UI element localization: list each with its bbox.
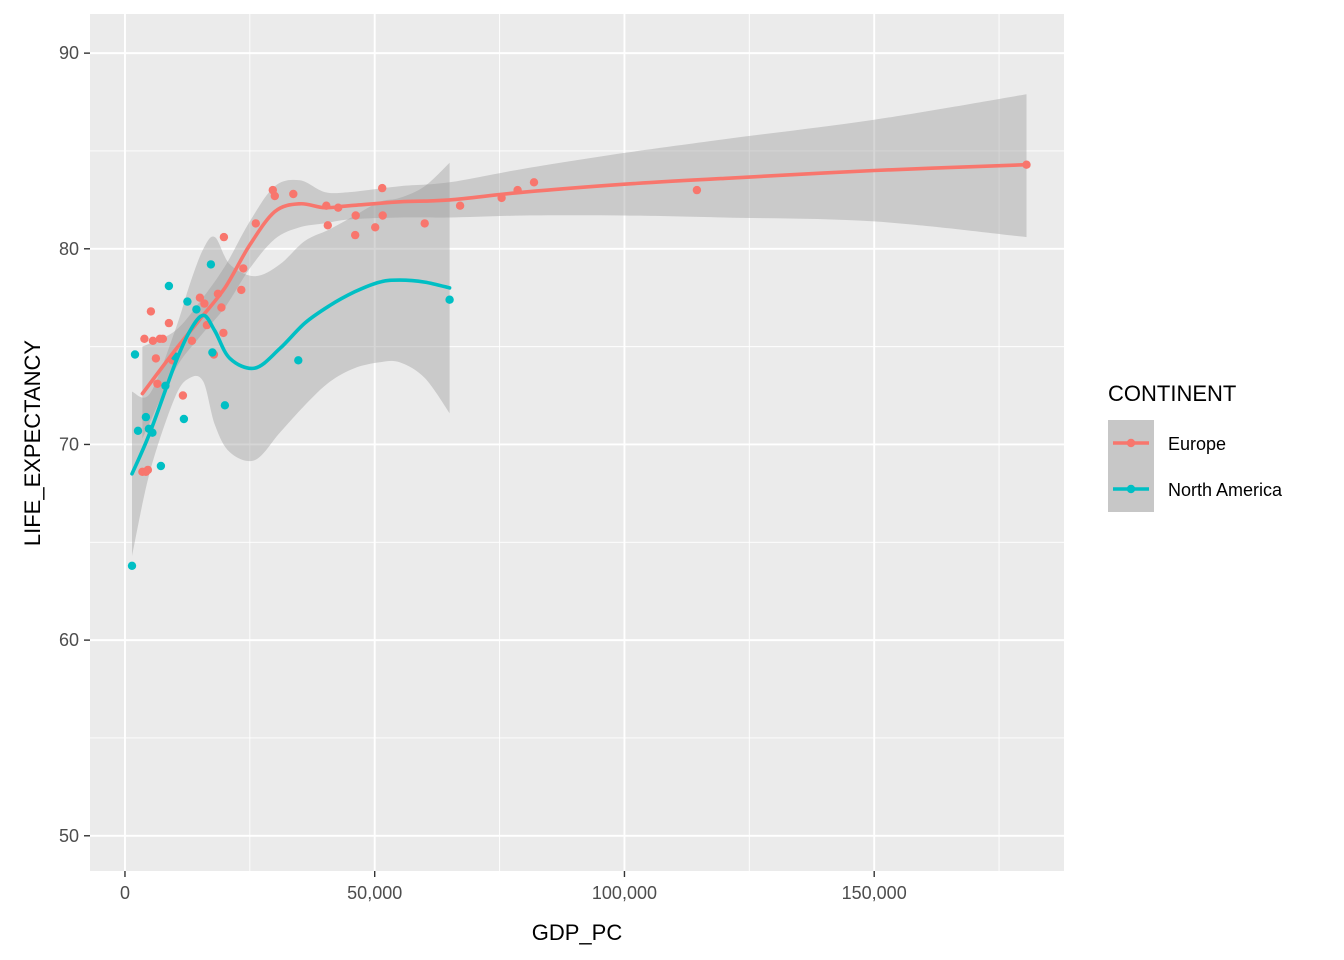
point-0-36 xyxy=(420,219,429,228)
point-1-15 xyxy=(220,401,230,410)
point-0-18 xyxy=(217,303,226,312)
point-0-4 xyxy=(146,307,156,316)
point-0-29 xyxy=(323,221,332,230)
legend-label-1: North America xyxy=(1168,480,1283,500)
point-0-19 xyxy=(219,328,228,338)
grid-major xyxy=(90,14,1064,871)
legend-key-point-1 xyxy=(1126,484,1136,494)
point-1-14 xyxy=(208,348,217,357)
point-1-8 xyxy=(164,281,174,291)
y-tick-label-4: 90 xyxy=(59,43,79,63)
point-0-33 xyxy=(371,223,380,232)
point-1-13 xyxy=(206,260,216,269)
point-0-10 xyxy=(153,379,162,388)
point-0-5 xyxy=(148,336,158,345)
point-0-35 xyxy=(378,211,387,220)
y-tick-label-0: 50 xyxy=(59,826,79,846)
point-1-3 xyxy=(141,412,151,422)
plot-panel xyxy=(90,14,1064,871)
point-0-15 xyxy=(200,299,209,308)
point-0-8 xyxy=(158,334,168,343)
y-axis-ticks: 50 60 70 80 90 xyxy=(59,43,90,846)
point-0-37 xyxy=(455,201,465,210)
point-1-2 xyxy=(133,426,143,435)
point-0-27 xyxy=(289,189,298,199)
data-points xyxy=(127,160,1031,570)
point-1-16 xyxy=(294,356,303,365)
x-axis-title: GDP_PC xyxy=(532,920,623,945)
point-0-24 xyxy=(251,219,260,228)
point-1-1 xyxy=(130,350,140,359)
point-0-2 xyxy=(143,465,153,475)
point-0-40 xyxy=(529,178,539,187)
y-axis-title: LIFE_EXPECTANCY xyxy=(20,340,45,547)
point-1-0 xyxy=(127,561,137,570)
x-tick-label-1: 50,000 xyxy=(347,883,402,903)
point-0-41 xyxy=(692,185,702,195)
point-0-34 xyxy=(378,183,387,193)
point-0-3 xyxy=(140,334,149,343)
legend: CONTINENT Europe North America xyxy=(1108,381,1283,512)
x-tick-label-2: 100,000 xyxy=(592,883,657,903)
point-1-17 xyxy=(445,295,454,304)
confidence-band-0 xyxy=(142,94,1027,439)
x-tick-label-0: 0 xyxy=(120,883,130,903)
point-0-13 xyxy=(187,336,197,345)
legend-label-0: Europe xyxy=(1168,434,1226,454)
point-1-11 xyxy=(183,297,192,306)
x-tick-label-3: 150,000 xyxy=(842,883,907,903)
point-0-12 xyxy=(178,391,188,400)
smooth-line-1 xyxy=(130,278,452,476)
point-0-31 xyxy=(351,211,360,220)
legend-title: CONTINENT xyxy=(1108,381,1236,406)
point-0-20 xyxy=(219,232,229,242)
point-1-12 xyxy=(192,305,201,314)
y-tick-label-1: 60 xyxy=(59,630,79,650)
point-0-14 xyxy=(195,293,205,302)
point-1-6 xyxy=(156,461,166,471)
x-axis-ticks: 0 50,000 100,000 150,000 xyxy=(120,871,907,903)
point-1-10 xyxy=(179,414,189,424)
smooth-line-0 xyxy=(140,162,1029,396)
grid-minor xyxy=(90,14,1064,871)
y-tick-label-3: 80 xyxy=(59,239,79,259)
point-0-9 xyxy=(164,318,174,328)
smooth-curves xyxy=(130,162,1029,476)
point-0-22 xyxy=(237,285,246,295)
legend-key-point-0 xyxy=(1126,438,1136,448)
point-0-23 xyxy=(239,264,248,273)
y-tick-label-2: 70 xyxy=(59,434,79,454)
point-0-32 xyxy=(351,230,360,240)
point-0-6 xyxy=(151,354,161,363)
point-0-26 xyxy=(270,191,279,201)
